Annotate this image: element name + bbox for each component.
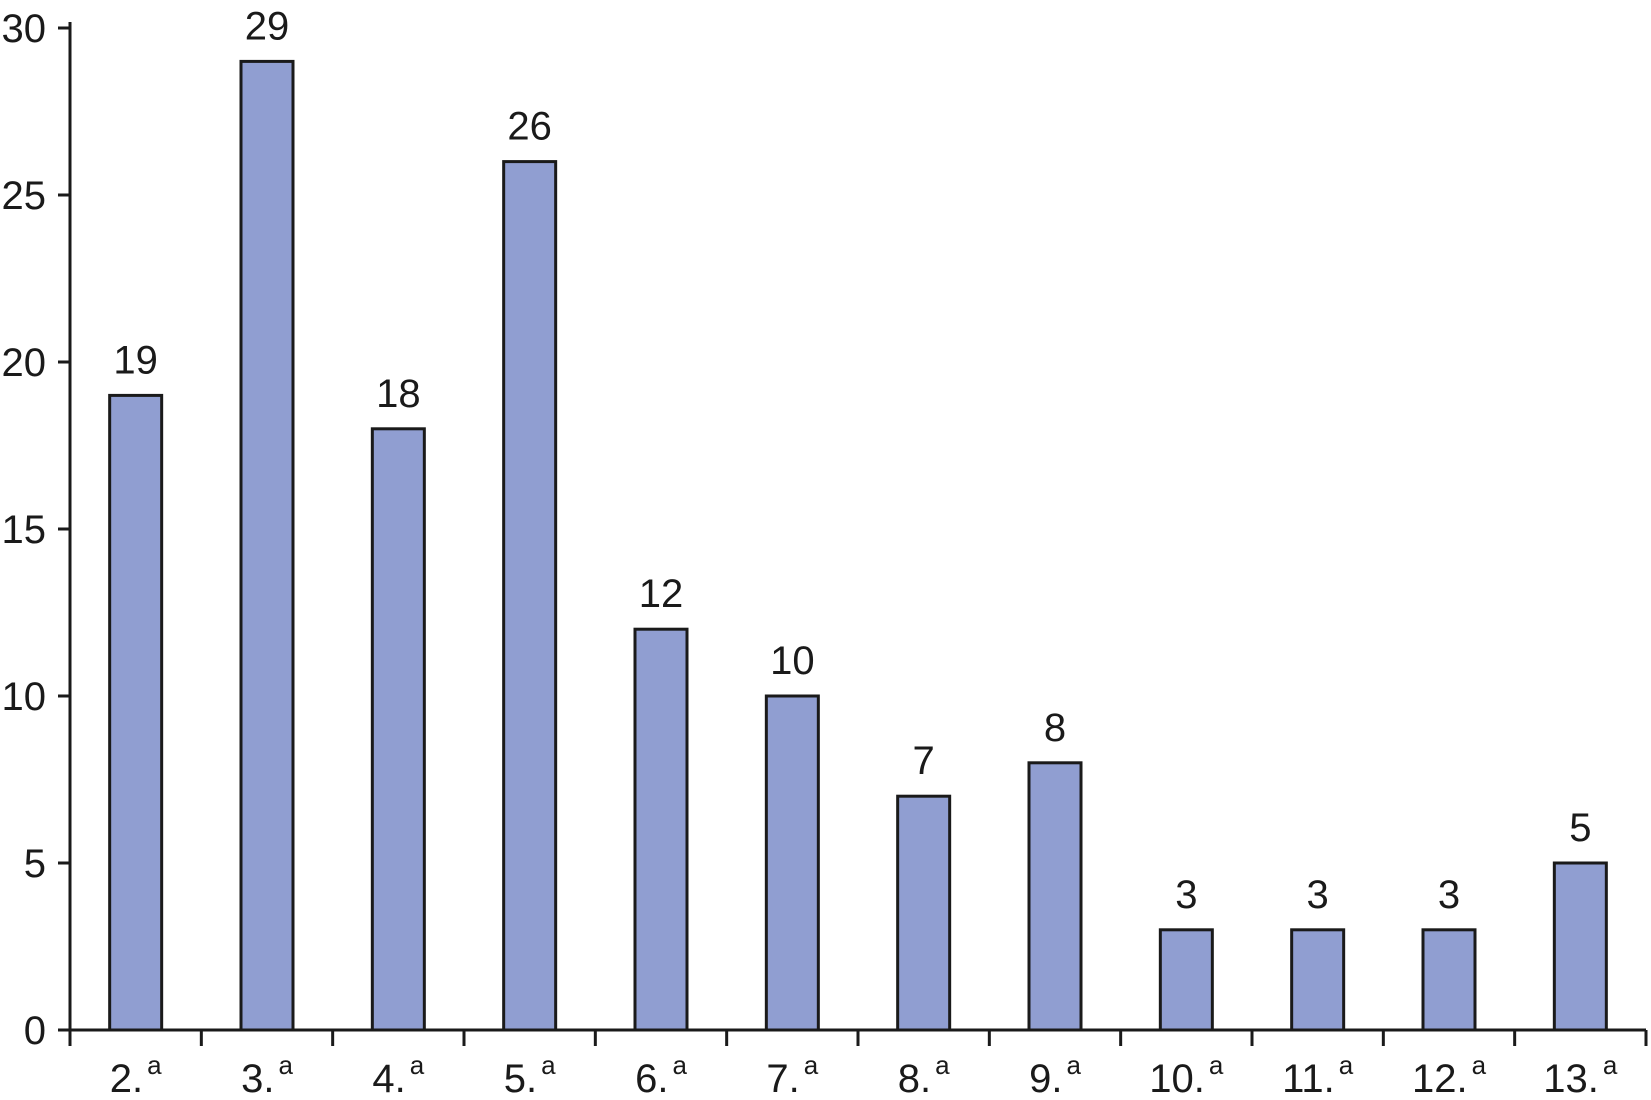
y-tick-label: 25 (2, 174, 47, 218)
bar (764, 694, 820, 1032)
bar (108, 393, 164, 1032)
x-tick-label: 5. a (504, 1050, 556, 1100)
y-tick-label: 0 (24, 1009, 46, 1053)
bar-value-labels: 19 29 18 26 12 10 7 8 3 3 3 5 (113, 4, 1591, 916)
x-tick-label: 2. a (110, 1050, 162, 1100)
bar (370, 427, 426, 1032)
bar (1552, 861, 1608, 1032)
bars (108, 59, 1608, 1032)
y-tick-label: 15 (2, 508, 47, 552)
y-axis: 0 5 10 15 20 25 30 (2, 7, 72, 1053)
bar-value-label: 19 (113, 338, 158, 382)
y-tick-label: 10 (2, 675, 47, 719)
bar-value-label: 18 (376, 372, 421, 416)
bar (1290, 928, 1346, 1032)
x-tick-label: 8. a (898, 1050, 950, 1100)
bar (239, 59, 295, 1032)
bar-value-label: 10 (770, 639, 815, 683)
x-tick-label: 4. a (372, 1050, 424, 1100)
bar-value-label: 5 (1569, 806, 1591, 850)
bar-value-label: 3 (1175, 873, 1197, 917)
bar (1027, 761, 1083, 1032)
x-tick-label: 13. a (1543, 1050, 1618, 1100)
bar (1421, 928, 1477, 1032)
bar-value-label: 12 (639, 572, 684, 616)
y-tick-label: 20 (2, 341, 47, 385)
x-tick-label: 10. a (1149, 1050, 1224, 1100)
bar-value-label: 26 (507, 105, 552, 149)
bar (896, 794, 952, 1032)
bar-value-label: 3 (1307, 873, 1329, 917)
y-tick-label: 30 (2, 7, 47, 51)
bar (1158, 928, 1214, 1032)
x-tick-label: 3. a (241, 1050, 293, 1100)
x-axis: 2. a 3. a 4. a 5. a 6. a 7. a 8. a 9. a 10. a 11. a 12. a 13. a (68, 1028, 1648, 1100)
bar (633, 627, 689, 1032)
bar-value-label: 8 (1044, 706, 1066, 750)
x-tick-label: 11. a (1282, 1050, 1354, 1100)
bar (502, 160, 558, 1032)
bar-value-label: 7 (913, 739, 935, 783)
bar-value-label: 3 (1438, 873, 1460, 917)
x-tick-label: 9. a (1029, 1050, 1081, 1100)
y-tick-label: 5 (24, 842, 46, 886)
x-tick-label: 7. a (766, 1050, 818, 1100)
bar-value-label: 29 (245, 4, 290, 48)
x-tick-label: 6. a (635, 1050, 687, 1100)
x-tick-label: 12. a (1412, 1050, 1487, 1100)
